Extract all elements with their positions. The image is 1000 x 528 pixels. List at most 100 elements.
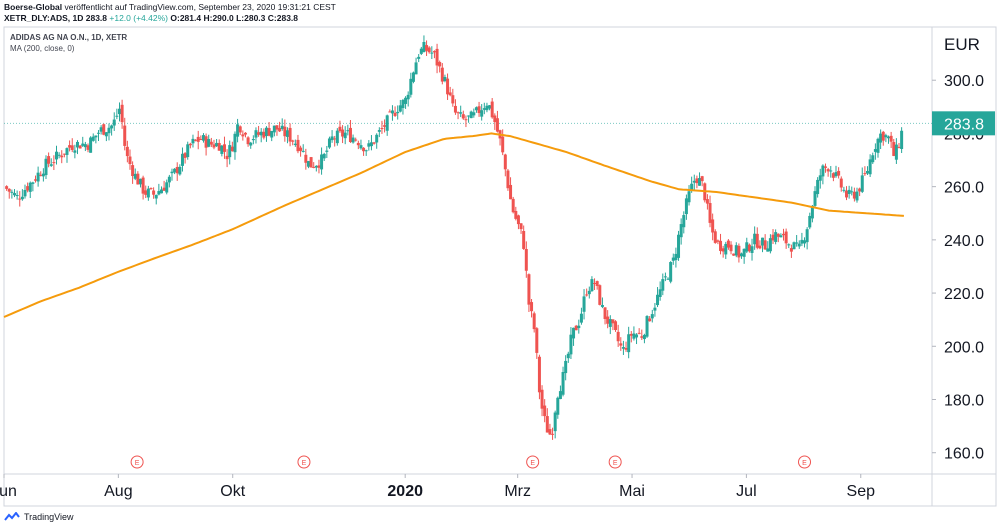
candle-body [768,238,772,252]
candle-body [782,233,786,236]
candle-body [356,142,360,146]
candle-body [519,223,523,230]
candle-body [138,178,142,185]
candle-body [808,215,812,228]
candle-body [28,182,32,192]
candle-body [432,51,436,53]
indicator-label: MA (200, close, 0) [10,44,75,53]
candle-body [632,333,636,339]
candle-body [684,198,688,215]
candle-body [763,240,767,250]
candle-body [705,199,709,204]
earnings-event-marker [798,455,812,469]
candle-body [493,115,497,123]
candle-body [698,178,702,186]
candle-body [461,114,465,119]
candle-body [448,92,452,96]
candle-body [70,145,74,150]
candle-body [687,191,691,203]
candle-body [485,105,489,111]
candle-body [325,150,329,152]
candle-body [136,173,140,185]
candle-body [225,155,229,160]
candle-body [301,150,305,152]
candle-body [141,177,145,194]
candle-body [104,132,108,137]
candle-body [524,249,528,271]
candle-body [107,127,111,134]
candle-body [191,138,195,144]
candle-body [645,316,649,337]
symbol-text: XETR_DLY:ADS, 1D [4,13,84,23]
candle-body [115,115,119,117]
candle-body [262,131,266,138]
candle-body [348,127,352,142]
candle-body [257,132,261,135]
y-tick-label: 240.0 [944,233,984,250]
candle-body [83,144,87,148]
candle-body [157,191,161,195]
candle-body [68,145,72,148]
candle-body [509,184,513,200]
candle-body [677,234,681,258]
candle-body [803,240,807,244]
candle-body [180,153,184,166]
candle-body [774,232,778,242]
candle-body [26,186,30,191]
candle-body [758,245,762,249]
candle-body [291,140,295,142]
candle-body [335,130,339,144]
candle-body [619,343,623,346]
candle-body [690,183,694,191]
candle-body [249,142,253,146]
candle-body [430,52,434,54]
earnings-event-label: E [802,460,807,467]
candle-body [750,246,754,253]
candle-body [369,142,373,147]
candle-body [889,135,893,142]
candle-body [721,248,725,252]
candle-body [871,155,875,163]
candle-body [230,146,234,152]
candle-body [724,243,728,255]
candle-body [75,141,79,148]
candle-body [818,175,822,181]
candle-body [364,150,368,152]
candle-body [438,62,442,67]
earnings-event-marker [526,455,540,469]
candle-body [120,104,124,123]
candle-body [354,139,358,141]
candle-body [866,170,870,174]
candle-body [674,253,678,261]
candle-body [186,144,190,158]
candle-body [540,389,544,409]
candle-body [39,174,43,176]
candle-body [133,173,137,179]
candle-body [178,166,182,175]
candle-body [545,416,549,433]
candle-body [577,325,581,329]
candle-body [532,313,536,330]
earnings-event-label: E [613,460,618,467]
candle-body [162,187,166,191]
candle-body [887,136,891,139]
candle-body [490,101,494,118]
candle-body [362,147,366,152]
candle-body [312,166,316,168]
candle-body [47,156,51,164]
candle-body [33,179,37,181]
earnings-event-label: E [135,460,140,467]
candle-body [695,178,699,184]
candle-body [663,276,667,278]
candle-body [629,333,633,336]
candle-body [144,190,148,195]
x-tick-label: 2020 [387,483,423,500]
candle-body [217,143,221,151]
candle-body [616,331,620,342]
candle-body [719,240,723,251]
candle-body [306,161,310,167]
candle-body [671,257,675,261]
candle-body [679,224,683,238]
candle-body [656,294,660,306]
